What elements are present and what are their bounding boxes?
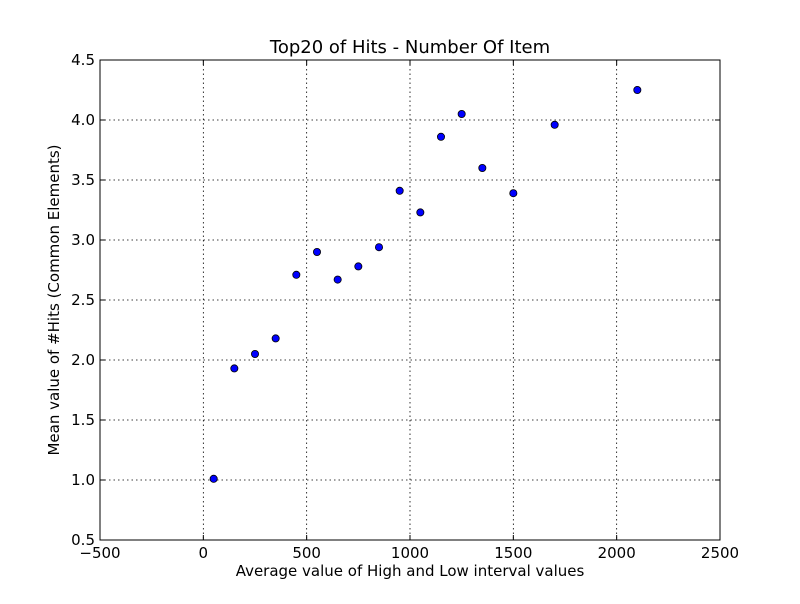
- x-axis-tick-labels: −500 0 500 1000 1500 2000 2500: [79, 544, 739, 562]
- data-point: [312, 247, 321, 256]
- data-point: [416, 208, 425, 217]
- y-tick-label: 1.0: [71, 471, 95, 489]
- y-axis-tick-labels: 0.5 1.0 1.5 2.0 2.5 3.0 3.5 4.0 4.5: [71, 51, 95, 549]
- x-axis-label: Average value of High and Low interval v…: [236, 562, 585, 580]
- plot-frame: [99, 59, 721, 541]
- data-point: [509, 189, 518, 198]
- data-point: [550, 120, 559, 129]
- data-points: [209, 86, 642, 483]
- y-tick-label: 3.0: [71, 231, 95, 249]
- y-tick-label: 3.5: [71, 171, 95, 189]
- y-tick-label: 2.5: [71, 291, 95, 309]
- y-tick-label: 2.0: [71, 351, 95, 369]
- data-point: [436, 132, 445, 141]
- grid-lines: [99, 59, 721, 541]
- data-point: [230, 364, 239, 373]
- x-tick-label: 1000: [391, 544, 429, 562]
- data-point: [374, 243, 383, 252]
- data-point: [633, 86, 642, 95]
- data-point: [333, 275, 342, 284]
- x-tick-label: 0: [199, 544, 209, 562]
- data-point: [457, 110, 466, 119]
- y-axis-label: Mean value of #Hits (Common Elements): [45, 144, 63, 455]
- x-tick-label: 500: [292, 544, 321, 562]
- data-point: [478, 163, 487, 172]
- y-tick-label: 1.5: [71, 411, 95, 429]
- data-point: [209, 474, 218, 483]
- chart-title: Top20 of Hits - Number Of Item: [269, 37, 550, 58]
- data-point: [395, 186, 404, 195]
- data-point: [271, 334, 280, 343]
- x-tick-label: 2000: [598, 544, 636, 562]
- y-tick-label: 4.0: [71, 111, 95, 129]
- x-tick-label: −500: [79, 544, 120, 562]
- data-point: [250, 349, 259, 358]
- x-tick-label: 1500: [494, 544, 532, 562]
- y-tick-label: 4.5: [71, 51, 95, 69]
- data-point: [354, 262, 363, 271]
- data-point: [292, 270, 301, 279]
- y-tick-label: 0.5: [71, 531, 95, 549]
- x-tick-label: 2500: [701, 544, 739, 562]
